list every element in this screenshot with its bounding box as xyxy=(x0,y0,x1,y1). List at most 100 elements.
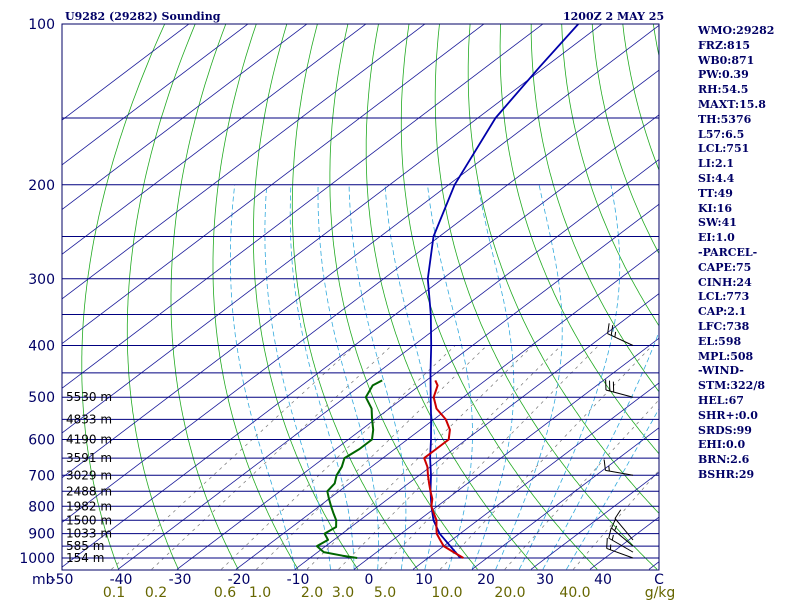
index-item: TH:5376 xyxy=(698,112,752,126)
wind-barb xyxy=(605,379,634,398)
mixing-ratio-line xyxy=(306,345,534,570)
height-label: 2488 m xyxy=(66,484,112,498)
index-item: -PARCEL- xyxy=(698,245,758,259)
index-item: BSHR:29 xyxy=(698,467,755,481)
height-label: 5530 m xyxy=(66,390,112,404)
mixing-ratio-label: 10.0 xyxy=(431,585,462,600)
dry-adiabat xyxy=(530,24,659,393)
isotherm xyxy=(294,293,659,570)
index-item: WMO:29282 xyxy=(698,24,775,37)
mixing-ratio-label: 0.2 xyxy=(145,585,167,600)
moist-adiabat xyxy=(229,184,296,570)
dry-adiabat xyxy=(329,24,478,570)
chart-grid xyxy=(62,24,659,570)
index-item: L57:6.5 xyxy=(698,127,745,141)
temperature-tick-label: -30 xyxy=(169,572,192,588)
moist-adiabat xyxy=(542,330,659,570)
pressure-tick-label: 1000 xyxy=(19,551,55,567)
temperature-tick-label: -10 xyxy=(287,572,310,588)
index-item: CAP:2.1 xyxy=(698,305,747,319)
index-item: SRDS:99 xyxy=(698,423,752,437)
index-item: EI:1.0 xyxy=(698,231,735,245)
dry-adiabat xyxy=(365,24,538,570)
mixing-ratio-label: 5.0 xyxy=(374,585,396,600)
isotherm xyxy=(353,337,659,570)
wind-barb xyxy=(608,527,634,553)
height-label: 154 m xyxy=(66,551,104,565)
pressure-tick-label: 800 xyxy=(28,499,55,515)
mixing-ratio-label: 40.0 xyxy=(559,585,590,600)
isotherm xyxy=(62,24,485,345)
pressure-tick-label: 100 xyxy=(28,17,55,33)
temperature-tick-label: -20 xyxy=(228,572,251,588)
index-item: STM:322/8 xyxy=(698,379,765,393)
dry-adiabat xyxy=(126,24,196,570)
temperature-tick-label: C xyxy=(654,572,664,588)
isotherm xyxy=(117,159,659,570)
height-label: 3029 m xyxy=(66,468,112,482)
isotherm xyxy=(62,24,190,121)
isotherm xyxy=(62,24,659,479)
wind-barb xyxy=(606,537,634,559)
height-label: 585 m xyxy=(66,539,104,553)
wind-barb xyxy=(611,518,634,547)
height-label: 1033 m xyxy=(66,527,112,541)
isotherm xyxy=(412,382,659,570)
mixing-ratio-label: 1.0 xyxy=(249,585,271,600)
index-item: LI:2.1 xyxy=(698,157,735,171)
height-label: 3591 m xyxy=(66,451,112,465)
temperature-tick-label: 30 xyxy=(536,572,554,588)
station-title: U9282 (29282) Sounding xyxy=(65,10,221,23)
height-label: 4833 m xyxy=(66,412,112,426)
wind-barb xyxy=(614,509,634,541)
isotherm xyxy=(62,24,308,211)
dry-adiabat xyxy=(499,24,659,455)
wind-barbs xyxy=(603,323,634,559)
mixing-ratio-line xyxy=(573,469,659,570)
mixing-ratio-label: 3.0 xyxy=(332,585,354,600)
mixing-ratio-label: 0.6 xyxy=(214,585,236,600)
index-item: FRZ:815 xyxy=(698,38,751,52)
mixing-ratio-label: 0.1 xyxy=(103,585,125,600)
moist-adiabat xyxy=(471,184,515,570)
moist-adiabat xyxy=(264,184,331,570)
pressure-tick-label: 600 xyxy=(28,433,55,449)
mixing-ratio-line xyxy=(504,399,659,570)
height-label: 4190 m xyxy=(66,433,112,447)
mixing-ratio-label: 20.0 xyxy=(494,585,525,600)
height-label: 1982 m xyxy=(66,499,112,513)
isotherm xyxy=(62,24,603,434)
pressure-tick-label: 900 xyxy=(28,527,55,543)
mixing-ratio-line xyxy=(151,345,393,570)
isotherm xyxy=(62,69,659,523)
index-item: LCL:751 xyxy=(698,142,750,156)
dry-adiabat xyxy=(291,24,419,570)
index-item: CINH:24 xyxy=(698,275,752,289)
pressure-tick-label: 400 xyxy=(28,339,55,355)
dry-adiabat xyxy=(212,24,299,570)
index-item: KI:16 xyxy=(698,201,733,215)
dry-adiabat xyxy=(591,24,659,255)
indices-panel: WMO:29282 FRZ:815 WB0:871 PW:0.39 RH:54.5 MAX… xyxy=(698,24,774,483)
temperature-tick-label: -40 xyxy=(110,572,133,588)
isotherm xyxy=(62,24,544,389)
pressure-tick-label: 700 xyxy=(28,468,55,484)
wind-barb xyxy=(603,459,634,476)
index-item: MAXT:15.8 xyxy=(698,97,766,111)
dewpoint-profile-line xyxy=(315,379,383,559)
isotherm xyxy=(471,427,659,570)
index-item: LCL:773 xyxy=(698,290,750,304)
temperature-tick-label: 20 xyxy=(477,572,495,588)
dry-adiabat xyxy=(561,24,659,327)
index-item: HEL:67 xyxy=(698,393,744,407)
mixing-ratio-label: 2.0 xyxy=(301,585,323,600)
moist-adiabat xyxy=(427,184,473,570)
height-label: 1500 m xyxy=(66,513,112,527)
sounding-time: 1200Z 2 MAY 25 xyxy=(563,10,665,23)
mixing-ratio-line xyxy=(256,345,488,570)
index-item: EHI:0.0 xyxy=(698,438,746,452)
pressure-tick-label: 300 xyxy=(28,272,55,288)
mixing-ratio-label: g/kg xyxy=(645,585,676,600)
